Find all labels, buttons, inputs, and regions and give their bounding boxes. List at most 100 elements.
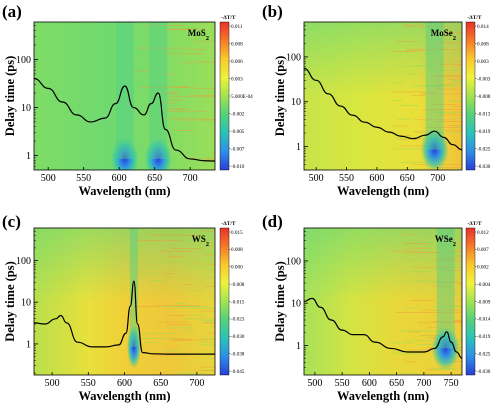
bleach-trail: [115, 22, 134, 159]
x-tick-label: 600: [362, 378, 377, 389]
panel-a: 500 550 600 650 700 1 10 100 Wavelength (nm) Dela…: [2, 2, 253, 198]
heatmap-noise: [135, 25, 215, 165]
colorbar-tick-label: 0.014: [477, 24, 489, 30]
y-tick-label: 10: [21, 298, 31, 309]
y-tick-label: 100: [286, 256, 301, 267]
x-axis-title: Wavelength (nm): [337, 389, 429, 403]
y-axis-title: Delay time (ps): [3, 56, 17, 137]
bleach-spot: [144, 136, 173, 170]
colorbar-tick-label: -0.005: [231, 129, 245, 135]
colorbar-tick-label: -0.008: [477, 94, 491, 100]
colorbar-tick-label: 0.002: [477, 265, 489, 271]
y-tick-label: 100: [16, 55, 31, 66]
colorbar-tick-label: 0.003: [231, 76, 243, 82]
x-tick-label: 650: [153, 378, 168, 389]
heatmap-fade: [34, 228, 215, 375]
colorbar-tick-label: -0.008: [231, 282, 245, 288]
colorbar-tick-label: -0.030: [477, 164, 491, 170]
absorption-curve: [34, 77, 215, 162]
material-label: WSe2: [435, 234, 456, 248]
colorbar-tick-label: 0.008: [231, 41, 243, 47]
plot-frame: [303, 227, 463, 376]
y-tick-label: 1: [296, 341, 301, 352]
x-tick-label: 550: [76, 173, 91, 184]
colorbar-title: -ΔT/T: [467, 15, 481, 21]
bleach-trail: [436, 228, 455, 349]
colorbar-tick-label: -0.019: [477, 129, 491, 135]
panel-label: (b): [262, 2, 283, 21]
panel-label: (d): [262, 212, 283, 231]
x-tick-label: 700: [183, 173, 198, 184]
x-axis-title: Wavelength (nm): [78, 389, 170, 403]
colorbar-title: -ΔT/T: [221, 15, 235, 21]
colorbar-tick-label: -0.014: [477, 317, 491, 323]
colorbar: [465, 21, 476, 171]
colorbar-tick-label: -0.010: [231, 164, 245, 170]
colorbar-tick-label: 0.006: [231, 59, 243, 65]
y-tick-label: 10: [291, 97, 301, 108]
x-tick-label: 550: [335, 378, 350, 389]
colorbar-tick-label: -0.030: [231, 334, 245, 340]
colorbar-tick-label: -0.013: [477, 111, 491, 117]
bleach-spot: [431, 326, 460, 371]
y-tick-label: 1: [296, 142, 301, 153]
colorbar-tick-label: 0.003: [477, 59, 489, 65]
panel-label: (a): [2, 2, 22, 21]
panel-c: 500 550 600 650 700 1 10 100 Wavelength (nm) Dela…: [2, 212, 245, 403]
absorption-curve: [304, 297, 462, 359]
x-tick-label: 700: [430, 173, 445, 184]
material-label: MoS2: [188, 28, 209, 42]
heatmap-noise: [390, 22, 462, 169]
bleach-trail: [149, 22, 168, 159]
x-tick-label: 600: [112, 173, 127, 184]
y-tick-label: 100: [16, 256, 31, 267]
bleach-trail: [129, 228, 138, 347]
absorption-curve: [34, 280, 215, 355]
colorbar-tick-label: -0.015: [231, 299, 245, 305]
colorbar-tick-label: 5.000E-04: [231, 94, 253, 100]
y-tick-label: 10: [291, 299, 301, 310]
colorbar-title: -ΔT/T: [221, 221, 235, 227]
y-axis-title: Delay time (ps): [3, 261, 17, 342]
colorbar-tick-label: -0.045: [231, 369, 245, 375]
y-axis-title: Delay time (ps): [273, 56, 287, 137]
colorbar-tick-label: 0.007: [477, 247, 489, 253]
x-tick-label: 500: [307, 378, 322, 389]
colorbar-tick-label: -0.007: [231, 146, 245, 152]
x-tick-label: 600: [369, 173, 384, 184]
colorbar-tick-label: 0.015: [231, 230, 243, 236]
bleach-spot: [420, 127, 449, 170]
x-tick-label: 550: [81, 378, 96, 389]
x-tick-label: 500: [41, 173, 56, 184]
bleach-trail: [425, 22, 444, 150]
x-tick-label: 600: [117, 378, 132, 389]
bleach-spot: [126, 324, 141, 369]
colorbar-tick-label: -0.003: [477, 76, 491, 82]
colorbar-tick-label: 0.011: [231, 24, 243, 30]
colorbar: [465, 227, 476, 376]
x-axis-title: Wavelength (nm): [78, 184, 170, 198]
x-tick-label: 650: [389, 378, 404, 389]
material-label: MoSe2: [431, 28, 456, 42]
heatmap-noise: [391, 233, 462, 374]
colorbar-title: -ΔT/T: [467, 221, 481, 227]
x-tick-label: 500: [45, 378, 60, 389]
bleach-spot: [110, 136, 139, 170]
panel-label: (c): [2, 212, 21, 231]
x-tick-label: 650: [147, 173, 162, 184]
colorbar: [219, 21, 230, 171]
x-tick-label: 700: [189, 378, 204, 389]
colorbar-tick-label: 0.008: [231, 247, 243, 253]
colorbar-tick-label: -0.009: [477, 299, 491, 305]
colorbar-tick-label: -0.019: [477, 334, 491, 340]
y-axis-title: Delay time (ps): [273, 261, 287, 342]
x-tick-label: 700: [416, 378, 431, 389]
material-label: WS2: [192, 234, 209, 248]
y-tick-label: 10: [21, 103, 31, 114]
absorption-curve: [304, 67, 462, 151]
x-tick-label: 650: [400, 173, 415, 184]
x-tick-label: 500: [309, 173, 324, 184]
colorbar-tick-label: -0.025: [477, 146, 491, 152]
colorbar-tick-label: -0.038: [231, 351, 245, 357]
